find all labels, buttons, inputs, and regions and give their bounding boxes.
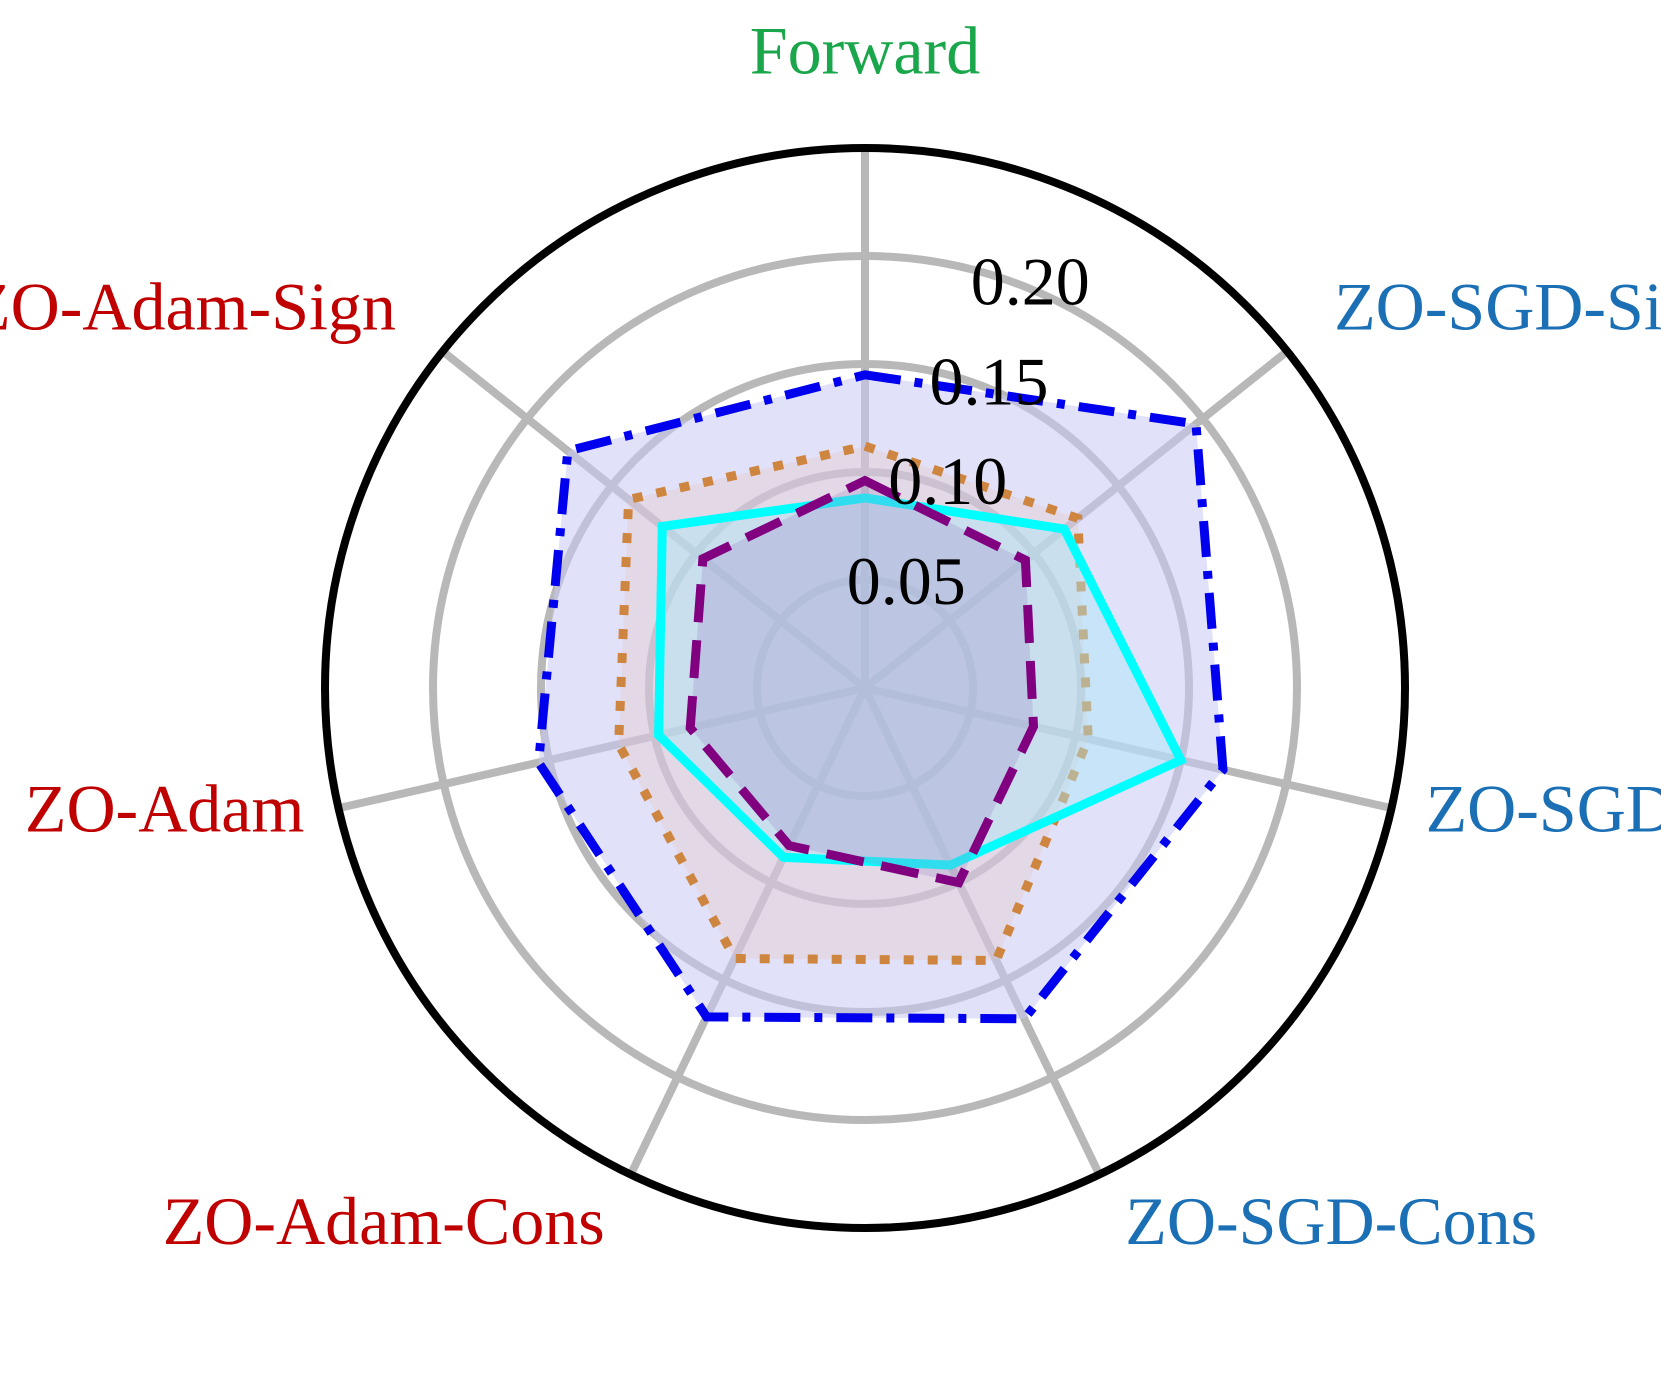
axis-label: Forward xyxy=(750,13,980,89)
series-area-2 xyxy=(618,446,1089,961)
axis-label: ZO-SGD xyxy=(1426,771,1661,847)
series-line-2 xyxy=(614,441,1093,966)
radar-grid-circle xyxy=(429,252,1301,1124)
series-line-3 xyxy=(654,493,1188,870)
series-area-1 xyxy=(538,374,1223,1019)
axis-label: ZO-Adam-Sign xyxy=(0,269,396,345)
series-line-4 xyxy=(685,475,1039,888)
radial-tick-label: 0.15 xyxy=(930,343,1049,419)
radial-tick-label: 0.20 xyxy=(971,244,1090,320)
axis-label: ZO-Adam xyxy=(25,771,304,847)
radar-frame xyxy=(321,144,1409,1232)
axis-label: ZO-SGD-Cons xyxy=(1125,1183,1537,1259)
radar-series xyxy=(533,370,1228,1024)
axis-label: ZO-SGD-Sign xyxy=(1334,269,1661,345)
radar-outer-circle xyxy=(321,144,1409,1232)
radar-labels: 0.05 0.10 0.15 0.20 Forward ZO-SGD-Sign ZO-SGD… xyxy=(0,13,1661,1260)
radial-tick-label: 0.10 xyxy=(888,443,1007,519)
axis-label: ZO-Adam-Cons xyxy=(163,1183,605,1259)
series-area-3 xyxy=(658,497,1181,866)
series-area-4 xyxy=(690,480,1034,883)
series-line-1 xyxy=(533,370,1228,1024)
radial-tick-label: 0.05 xyxy=(847,543,966,619)
